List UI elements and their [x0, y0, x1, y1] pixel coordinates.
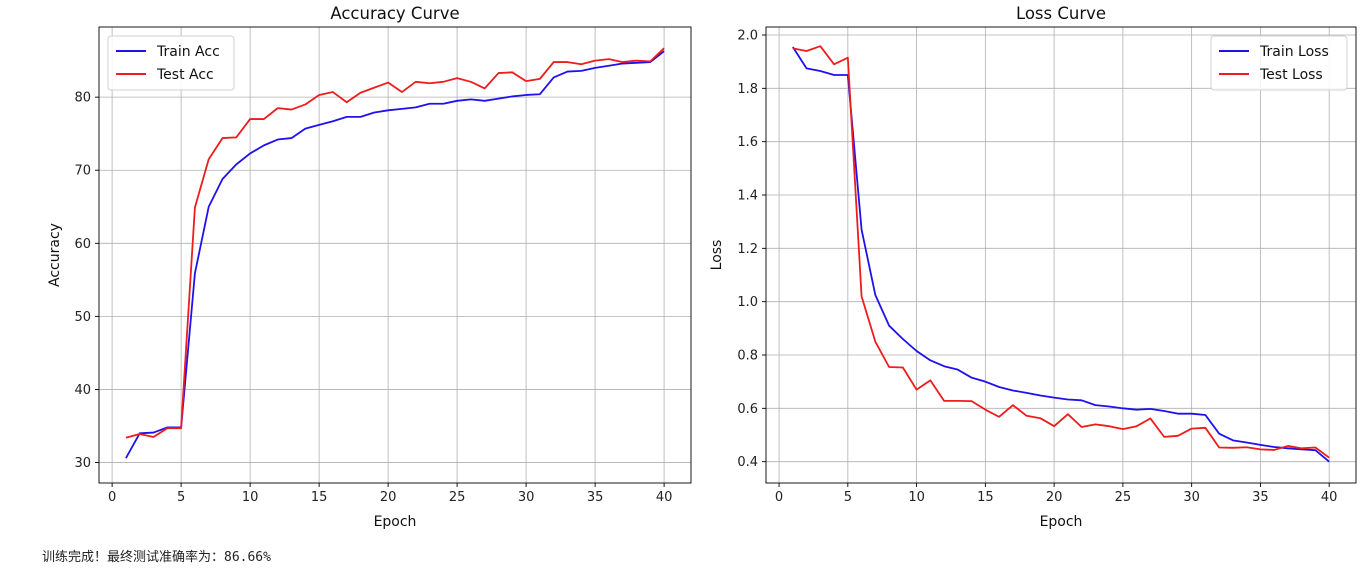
loss-y-tick-label: 1.6 — [737, 135, 758, 150]
accuracy-y-tick-label: 30 — [74, 456, 91, 471]
loss-y-tick-label: 0.4 — [737, 455, 758, 470]
loss-x-tick-label: 0 — [775, 490, 783, 505]
loss-legend-box — [1210, 35, 1348, 91]
accuracy-x-tick-label: 5 — [177, 490, 185, 505]
loss-legend-label: Train Loss — [1259, 44, 1329, 60]
accuracy-x-tick-label: 20 — [380, 490, 397, 505]
accuracy-series-train-acc — [125, 50, 665, 459]
accuracy-legend-label: Train Acc — [156, 44, 220, 60]
loss-y-tick-label: 1.2 — [737, 242, 758, 257]
loss-y-tick-label: 0.8 — [737, 349, 758, 364]
loss-y-axis-label: Loss — [709, 240, 725, 271]
accuracy-x-tick-label: 30 — [518, 490, 535, 505]
loss-plot-frame — [765, 26, 1357, 484]
accuracy-x-axis-label: Epoch — [374, 514, 417, 530]
loss-legend-label: Test Loss — [1259, 67, 1323, 83]
accuracy-x-tick-label: 40 — [656, 490, 673, 505]
loss-x-axis-label: Epoch — [1040, 514, 1083, 530]
accuracy-plot-frame — [98, 26, 692, 484]
loss-x-tick-label: 30 — [1183, 490, 1200, 505]
loss-x-tick-label: 10 — [908, 490, 925, 505]
accuracy-x-tick-label: 0 — [108, 490, 116, 505]
accuracy-y-tick-label: 70 — [74, 164, 91, 179]
accuracy-x-tick-label: 25 — [449, 490, 466, 505]
accuracy-y-tick-label: 40 — [74, 383, 91, 398]
loss-series-train-loss — [792, 46, 1330, 463]
loss-x-tick-label: 35 — [1252, 490, 1269, 505]
loss-x-tick-label: 40 — [1321, 490, 1338, 505]
loss-series-test-loss — [792, 45, 1330, 459]
accuracy-legend-label: Test Acc — [156, 67, 214, 83]
loss-legend: Train Loss Test Loss — [1210, 35, 1348, 91]
accuracy-y-axis-label: Accuracy — [47, 223, 63, 287]
accuracy-legend: Train Acc Test Acc — [107, 35, 235, 91]
accuracy-series-test-acc — [125, 47, 665, 439]
loss-chart-title: Loss Curve — [1016, 4, 1106, 23]
accuracy-y-tick-label: 50 — [74, 310, 91, 325]
loss-y-tick-label: 2.0 — [737, 29, 758, 44]
accuracy-x-tick-label: 10 — [242, 490, 259, 505]
accuracy-y-tick-label: 80 — [74, 91, 91, 106]
loss-x-tick-label: 25 — [1115, 490, 1132, 505]
loss-y-tick-label: 1.8 — [737, 82, 758, 97]
loss-x-tick-label: 15 — [977, 490, 994, 505]
accuracy-y-tick-label: 60 — [74, 237, 91, 252]
loss-chart: 0 5 10 15 20 25 30 35 40 0.4 0.6 0.8 1.0 1.2 1.4 1.6 1.8… — [709, 4, 1357, 530]
loss-y-tick-label: 0.6 — [737, 402, 758, 417]
accuracy-x-tick-label: 15 — [311, 490, 328, 505]
accuracy-chart-title: Accuracy Curve — [330, 4, 459, 23]
accuracy-chart: 0 5 10 15 20 25 30 35 40 30 40 50 60 70 80 Accuracy Cur… — [47, 4, 692, 530]
accuracy-x-tick-label: 35 — [587, 490, 604, 505]
accuracy-legend-box — [107, 35, 235, 91]
loss-x-tick-label: 20 — [1046, 490, 1063, 505]
loss-y-tick-label: 1.0 — [737, 295, 758, 310]
loss-y-tick-label: 1.4 — [737, 189, 758, 204]
status-message: 训练完成！最终测试准确率为：86.66% — [42, 550, 271, 565]
loss-x-tick-label: 5 — [844, 490, 852, 505]
